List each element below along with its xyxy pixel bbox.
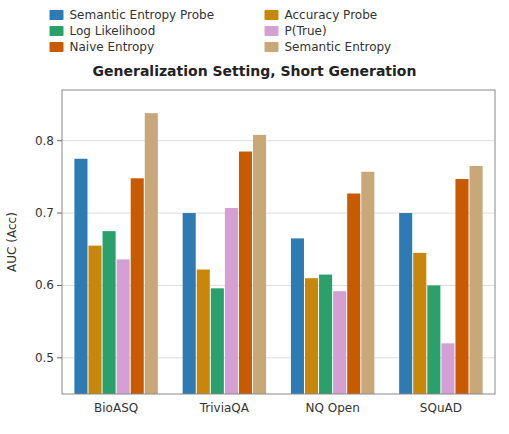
bar xyxy=(225,208,238,394)
legend-label: Semantic Entropy xyxy=(285,40,392,54)
y-tick-label: 0.7 xyxy=(35,206,54,220)
y-tick xyxy=(57,357,62,358)
y-tick-label: 0.6 xyxy=(35,278,54,292)
plot-frame xyxy=(62,90,495,394)
title: Generalization Setting, Short Generation xyxy=(93,63,417,79)
bar xyxy=(183,213,196,394)
bar xyxy=(427,285,440,394)
legend-label: Naive Entropy xyxy=(70,40,155,54)
y-axis-label: AUC (Acc) xyxy=(5,212,19,272)
bars xyxy=(74,113,482,394)
legend-label: Semantic Entropy Probe xyxy=(70,8,215,22)
bar xyxy=(455,179,468,394)
bar xyxy=(347,194,360,394)
y-tick xyxy=(57,213,62,214)
legend-swatch xyxy=(50,42,64,52)
x-tick-label: SQuAD xyxy=(420,401,462,415)
bar xyxy=(291,238,304,394)
y-tick-label: 0.8 xyxy=(35,134,54,148)
bar xyxy=(441,343,454,394)
x-tick-label: BioASQ xyxy=(94,401,138,415)
legend-swatch xyxy=(265,42,279,52)
legend: Semantic Entropy Probe Accuracy Probe Log … xyxy=(50,8,392,54)
x-tick-label: TriviaQA xyxy=(199,401,250,415)
legend-swatch xyxy=(50,10,64,20)
bar xyxy=(145,113,158,394)
x-axis: BioASQ TriviaQA NQ Open SQuAD xyxy=(94,401,462,415)
legend-swatch xyxy=(265,10,279,20)
bar xyxy=(197,270,210,394)
x-tick-label: NQ Open xyxy=(305,401,359,415)
legend-swatch xyxy=(265,26,279,36)
grid-line xyxy=(62,140,495,141)
bar xyxy=(305,278,318,394)
bar xyxy=(413,253,426,394)
y-tick xyxy=(57,285,62,286)
bar xyxy=(361,172,374,394)
legend-label: Accuracy Probe xyxy=(285,8,378,22)
bar xyxy=(333,291,346,394)
bar xyxy=(253,135,266,394)
bar xyxy=(103,231,116,394)
bar xyxy=(74,159,87,394)
bar xyxy=(211,288,224,394)
bar xyxy=(239,152,252,394)
bar xyxy=(88,246,101,394)
bar xyxy=(470,166,483,394)
grid-line xyxy=(62,213,495,214)
y-tick-label: 0.5 xyxy=(35,351,54,365)
bar xyxy=(117,259,130,394)
bar xyxy=(131,178,144,394)
bar xyxy=(399,213,412,394)
legend-label: P(True) xyxy=(285,24,327,38)
legend-swatch xyxy=(50,26,64,36)
chart: Semantic Entropy Probe Accuracy Probe Log … xyxy=(0,0,509,434)
y-tick xyxy=(57,140,62,141)
bar xyxy=(319,275,332,394)
legend-label: Log Likelihood xyxy=(70,24,156,38)
